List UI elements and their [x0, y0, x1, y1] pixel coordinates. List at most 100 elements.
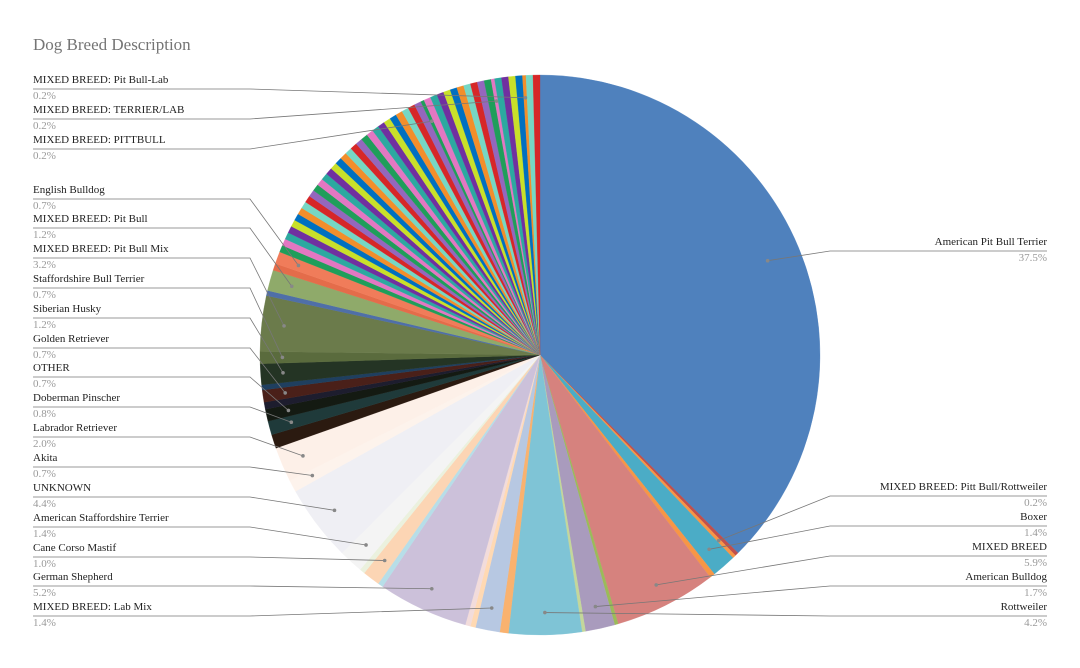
- slice-label: UNKNOWN: [33, 482, 91, 494]
- slice-value-label: 5.2%: [33, 587, 56, 599]
- pie-slice: [539, 74, 821, 554]
- slice-value-label: 0.2%: [33, 150, 56, 162]
- slice-label: MIXED BREED: PITTBULL: [33, 134, 166, 146]
- leader-line: [33, 120, 432, 150]
- leader-line: [33, 227, 293, 287]
- leader-dot: [382, 558, 387, 563]
- leader-line: [33, 436, 304, 457]
- slice-label: MIXED BREED: Pit Bull-Lab: [33, 74, 169, 86]
- slice-label: OTHER: [33, 362, 70, 374]
- slice-value-label: 0.8%: [33, 408, 56, 420]
- leader-dot: [543, 610, 547, 615]
- slice-label: Labrador Retriever: [33, 422, 117, 434]
- slice-label: Rottweiler: [1001, 601, 1048, 613]
- slice-value-label: 3.2%: [33, 259, 56, 271]
- leader-line: [709, 525, 1047, 550]
- slice-value-label: 0.7%: [33, 378, 56, 390]
- slice-value-label: 1.2%: [33, 319, 56, 331]
- leader-line: [767, 250, 1047, 262]
- slice-label: MIXED BREED: Lab Mix: [33, 601, 152, 613]
- leader-dot: [429, 586, 434, 591]
- leader-dot: [332, 508, 337, 513]
- slice-value-label: 1.4%: [33, 528, 56, 540]
- slice-value-label: 0.2%: [33, 90, 56, 102]
- leader-dot: [765, 258, 770, 263]
- slice-value-label: 1.7%: [1024, 587, 1047, 599]
- slice-value-label: 0.2%: [1024, 497, 1047, 509]
- slice-value-label: 0.7%: [33, 200, 56, 212]
- slice-label: MIXED BREED: Pit Bull Mix: [33, 243, 169, 255]
- leader-dot: [310, 473, 315, 478]
- leader-dot: [494, 99, 499, 103]
- leader-line: [656, 555, 1047, 586]
- slice-label: American Bulldog: [965, 571, 1047, 583]
- leader-line: [33, 406, 292, 423]
- leader-dot: [281, 370, 285, 375]
- slice-label: MIXED BREED: Pit Bull: [33, 213, 148, 225]
- slice-value-label: 1.2%: [33, 229, 56, 241]
- slice-label: Doberman Pinscher: [33, 392, 120, 404]
- leader-dot: [707, 547, 711, 552]
- pie-slice: [532, 74, 541, 356]
- slice-label: Siberian Husky: [33, 303, 102, 315]
- slice-value-label: 5.9%: [1024, 557, 1047, 569]
- leader-dot: [489, 606, 494, 610]
- leader-line: [718, 495, 1047, 541]
- leader-dot: [429, 119, 434, 124]
- slice-value-label: 0.7%: [33, 289, 56, 301]
- slice-value-label: 4.2%: [1024, 617, 1047, 629]
- slice-label: Boxer: [1020, 511, 1047, 523]
- leader-line: [33, 317, 284, 373]
- leader-dot: [286, 408, 291, 413]
- leader-dot: [280, 355, 285, 360]
- leader-dot: [523, 96, 528, 100]
- leader-line: [544, 612, 1047, 617]
- leader-line: [33, 88, 526, 99]
- leader-line: [33, 287, 283, 358]
- slice-label: MIXED BREED: [972, 541, 1047, 553]
- slice-label: German Shepherd: [33, 571, 113, 583]
- leader-dot: [289, 284, 294, 289]
- leader-line: [33, 376, 289, 411]
- slice-label: American Pit Bull Terrier: [935, 236, 1048, 248]
- slice-value-label: 4.4%: [33, 498, 56, 510]
- slice-value-label: 37.5%: [1019, 252, 1047, 264]
- slice-label: MIXED BREED: TERRIER/LAB: [33, 104, 184, 116]
- leader-dot: [593, 604, 598, 609]
- leader-dot: [296, 263, 301, 268]
- slice-label: Akita: [33, 452, 58, 464]
- slice-label: Staffordshire Bull Terrier: [33, 273, 145, 285]
- slice-label: Cane Corso Mastif: [33, 542, 116, 554]
- leader-line: [595, 585, 1047, 607]
- leader-dot: [654, 583, 659, 587]
- leader-line: [33, 198, 299, 266]
- leader-dot: [301, 454, 305, 458]
- leader-line: [33, 100, 497, 120]
- leader-dot: [282, 324, 286, 328]
- leader-dot: [716, 538, 721, 543]
- slice-value-label: 0.2%: [33, 120, 56, 132]
- leader-line: [33, 496, 335, 511]
- leader-dot: [364, 543, 368, 547]
- leader-line: [33, 526, 367, 546]
- slice-label: American Staffordshire Terrier: [33, 512, 169, 524]
- slice-label: MIXED BREED: Pitt Bull/Rottweiler: [880, 481, 1047, 493]
- leader-line: [33, 347, 286, 394]
- slice-value-label: 1.4%: [1024, 527, 1047, 539]
- leader-line: [33, 607, 492, 617]
- slice-value-label: 1.0%: [33, 558, 56, 570]
- leader-dot: [289, 420, 294, 424]
- chart-title: Dog Breed Description: [33, 35, 191, 54]
- leader-line: [33, 257, 285, 327]
- slice-label: Golden Retriever: [33, 333, 109, 345]
- leader-line: [33, 556, 385, 561]
- leader-line: [33, 585, 432, 590]
- slice-value-label: 1.4%: [33, 617, 56, 629]
- slice-label: English Bulldog: [33, 184, 105, 196]
- leader-line: [33, 466, 313, 476]
- slice-value-label: 0.7%: [33, 349, 56, 361]
- slice-value-label: 2.0%: [33, 438, 56, 450]
- leader-dot: [283, 391, 288, 395]
